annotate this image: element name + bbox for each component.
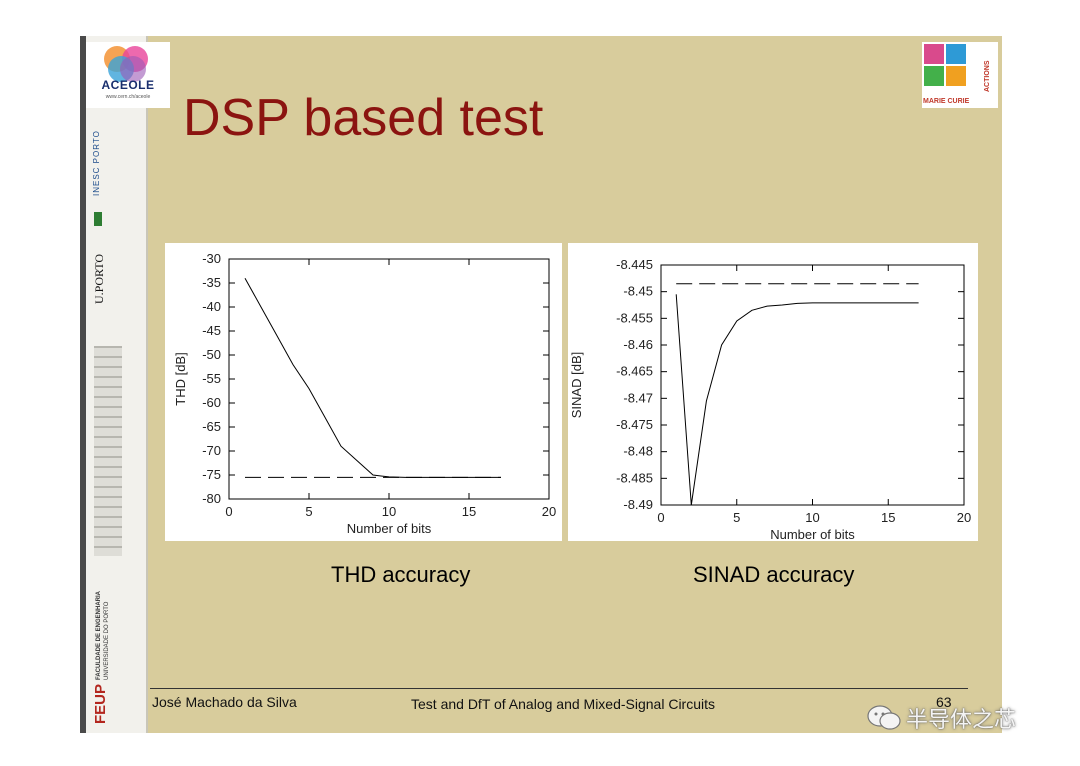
sinad-y-tick-label: -8.465 bbox=[616, 364, 653, 379]
sinad-x-tick-label: 15 bbox=[881, 510, 895, 525]
thd-y-tick-label: -40 bbox=[202, 299, 221, 314]
thd-y-tick-label: -65 bbox=[202, 419, 221, 434]
thd-chart-panel: 0 5 10 15 20 -30 -35 -40 -45 -50 -55 -60 -65 -70 -75 -8… bbox=[165, 243, 562, 541]
sinad-caption: SINAD accuracy bbox=[693, 562, 855, 587]
slide-title: DSP based test bbox=[183, 89, 544, 147]
thd-chart: 0 5 10 15 20 -30 -35 -40 -45 -50 -55 -60 -65 -70 -75 -8… bbox=[173, 251, 556, 536]
thd-y-tick-label: -50 bbox=[202, 347, 221, 362]
sinad-y-tick-label: -8.455 bbox=[616, 310, 653, 325]
sinad-y-tick-label: -8.475 bbox=[616, 417, 653, 432]
thd-x-tick-label: 15 bbox=[462, 504, 476, 519]
sinad-y-tick-label: -8.48 bbox=[623, 444, 653, 459]
footer-author: José Machado da Silva bbox=[152, 694, 297, 710]
sinad-x-tick-label: 0 bbox=[657, 510, 664, 525]
thd-y-tick-label: -70 bbox=[202, 443, 221, 458]
inesc-mark bbox=[94, 212, 102, 226]
sinad-x-axis-label: Number of bits bbox=[770, 527, 855, 541]
thd-caption: THD accuracy bbox=[331, 562, 471, 587]
thd-y-tick-label: -30 bbox=[202, 251, 221, 266]
sinad-y-tick-label: -8.45 bbox=[623, 284, 653, 299]
thd-x-tick-label: 10 bbox=[382, 504, 396, 519]
sinad-x-tick-label: 10 bbox=[805, 510, 819, 525]
sinad-y-tick-label: -8.49 bbox=[623, 497, 653, 512]
sinad-plot-frame bbox=[660, 264, 965, 506]
thd-x-tick-label: 0 bbox=[225, 504, 232, 519]
sinad-data-line bbox=[675, 294, 919, 506]
aceole-logo: ACEOLE www.cern.ch/aceole bbox=[86, 42, 170, 108]
marie-curie-text: MARIE CURIE bbox=[923, 98, 970, 105]
feup-logo-subtitle-1: FACULDADE DE ENGENHARIA bbox=[96, 590, 102, 680]
sinad-y-axis-label: SINAD [dB] bbox=[569, 352, 584, 418]
thd-x-tick-label: 5 bbox=[305, 504, 312, 519]
feup-building-graphic bbox=[94, 346, 122, 556]
feup-logo-subtitle-2: UNIVERSIDADE DO PORTO bbox=[104, 601, 110, 680]
thd-y-tick-label: -75 bbox=[202, 467, 221, 482]
sinad-y-tick-label: -8.445 bbox=[616, 257, 653, 272]
footer-course-title: Test and DfT of Analog and Mixed-Signal … bbox=[411, 696, 716, 712]
sinad-y-tick-label: -8.485 bbox=[616, 470, 653, 485]
actions-text: ACTIONS bbox=[984, 60, 991, 93]
sinad-y-tick-label: -8.47 bbox=[623, 390, 653, 405]
sinad-x-tick-label: 20 bbox=[957, 510, 971, 525]
thd-plot-frame bbox=[228, 258, 550, 500]
thd-y-tick-label: -60 bbox=[202, 395, 221, 410]
thd-y-axis-label: THD [dB] bbox=[173, 352, 188, 405]
aceole-logo-text: ACEOLE bbox=[101, 78, 155, 92]
footer-divider bbox=[150, 688, 968, 689]
thd-y-tick-label: -55 bbox=[202, 371, 221, 386]
sinad-x-tick-label: 5 bbox=[733, 510, 740, 525]
thd-y-tick-label: -80 bbox=[202, 491, 221, 506]
aceole-logo-url: www.cern.ch/aceole bbox=[105, 94, 151, 100]
watermark-text: 半导体之芯 bbox=[906, 707, 1017, 732]
marie-curie-logo: MARIE CURIE ACTIONS bbox=[922, 42, 998, 108]
thd-y-tick-label: -45 bbox=[202, 323, 221, 338]
thd-x-tick-label: 20 bbox=[542, 504, 556, 519]
thd-data-line bbox=[244, 277, 501, 478]
thd-y-tick-label: -35 bbox=[202, 275, 221, 290]
sinad-chart-panel: 0 5 10 15 20 -8.445 -8.45 -8.455 -8.46 -8.465 -8.4… bbox=[568, 243, 978, 542]
left-edge-strip bbox=[80, 36, 86, 733]
sinad-chart: 0 5 10 15 20 -8.445 -8.45 -8.455 -8.46 -8.465 -8.4… bbox=[569, 257, 971, 542]
sinad-y-tick-label: -8.46 bbox=[623, 337, 653, 352]
thd-x-axis-label: Number of bits bbox=[347, 521, 432, 536]
uporto-logo-text: U.PORTO bbox=[92, 253, 106, 304]
feup-logo-text: FEUP bbox=[92, 683, 109, 724]
footer-page-number: 63 bbox=[936, 694, 952, 710]
inesc-logo-text: INESC PORTO bbox=[92, 130, 101, 196]
wechat-icon bbox=[867, 705, 901, 730]
